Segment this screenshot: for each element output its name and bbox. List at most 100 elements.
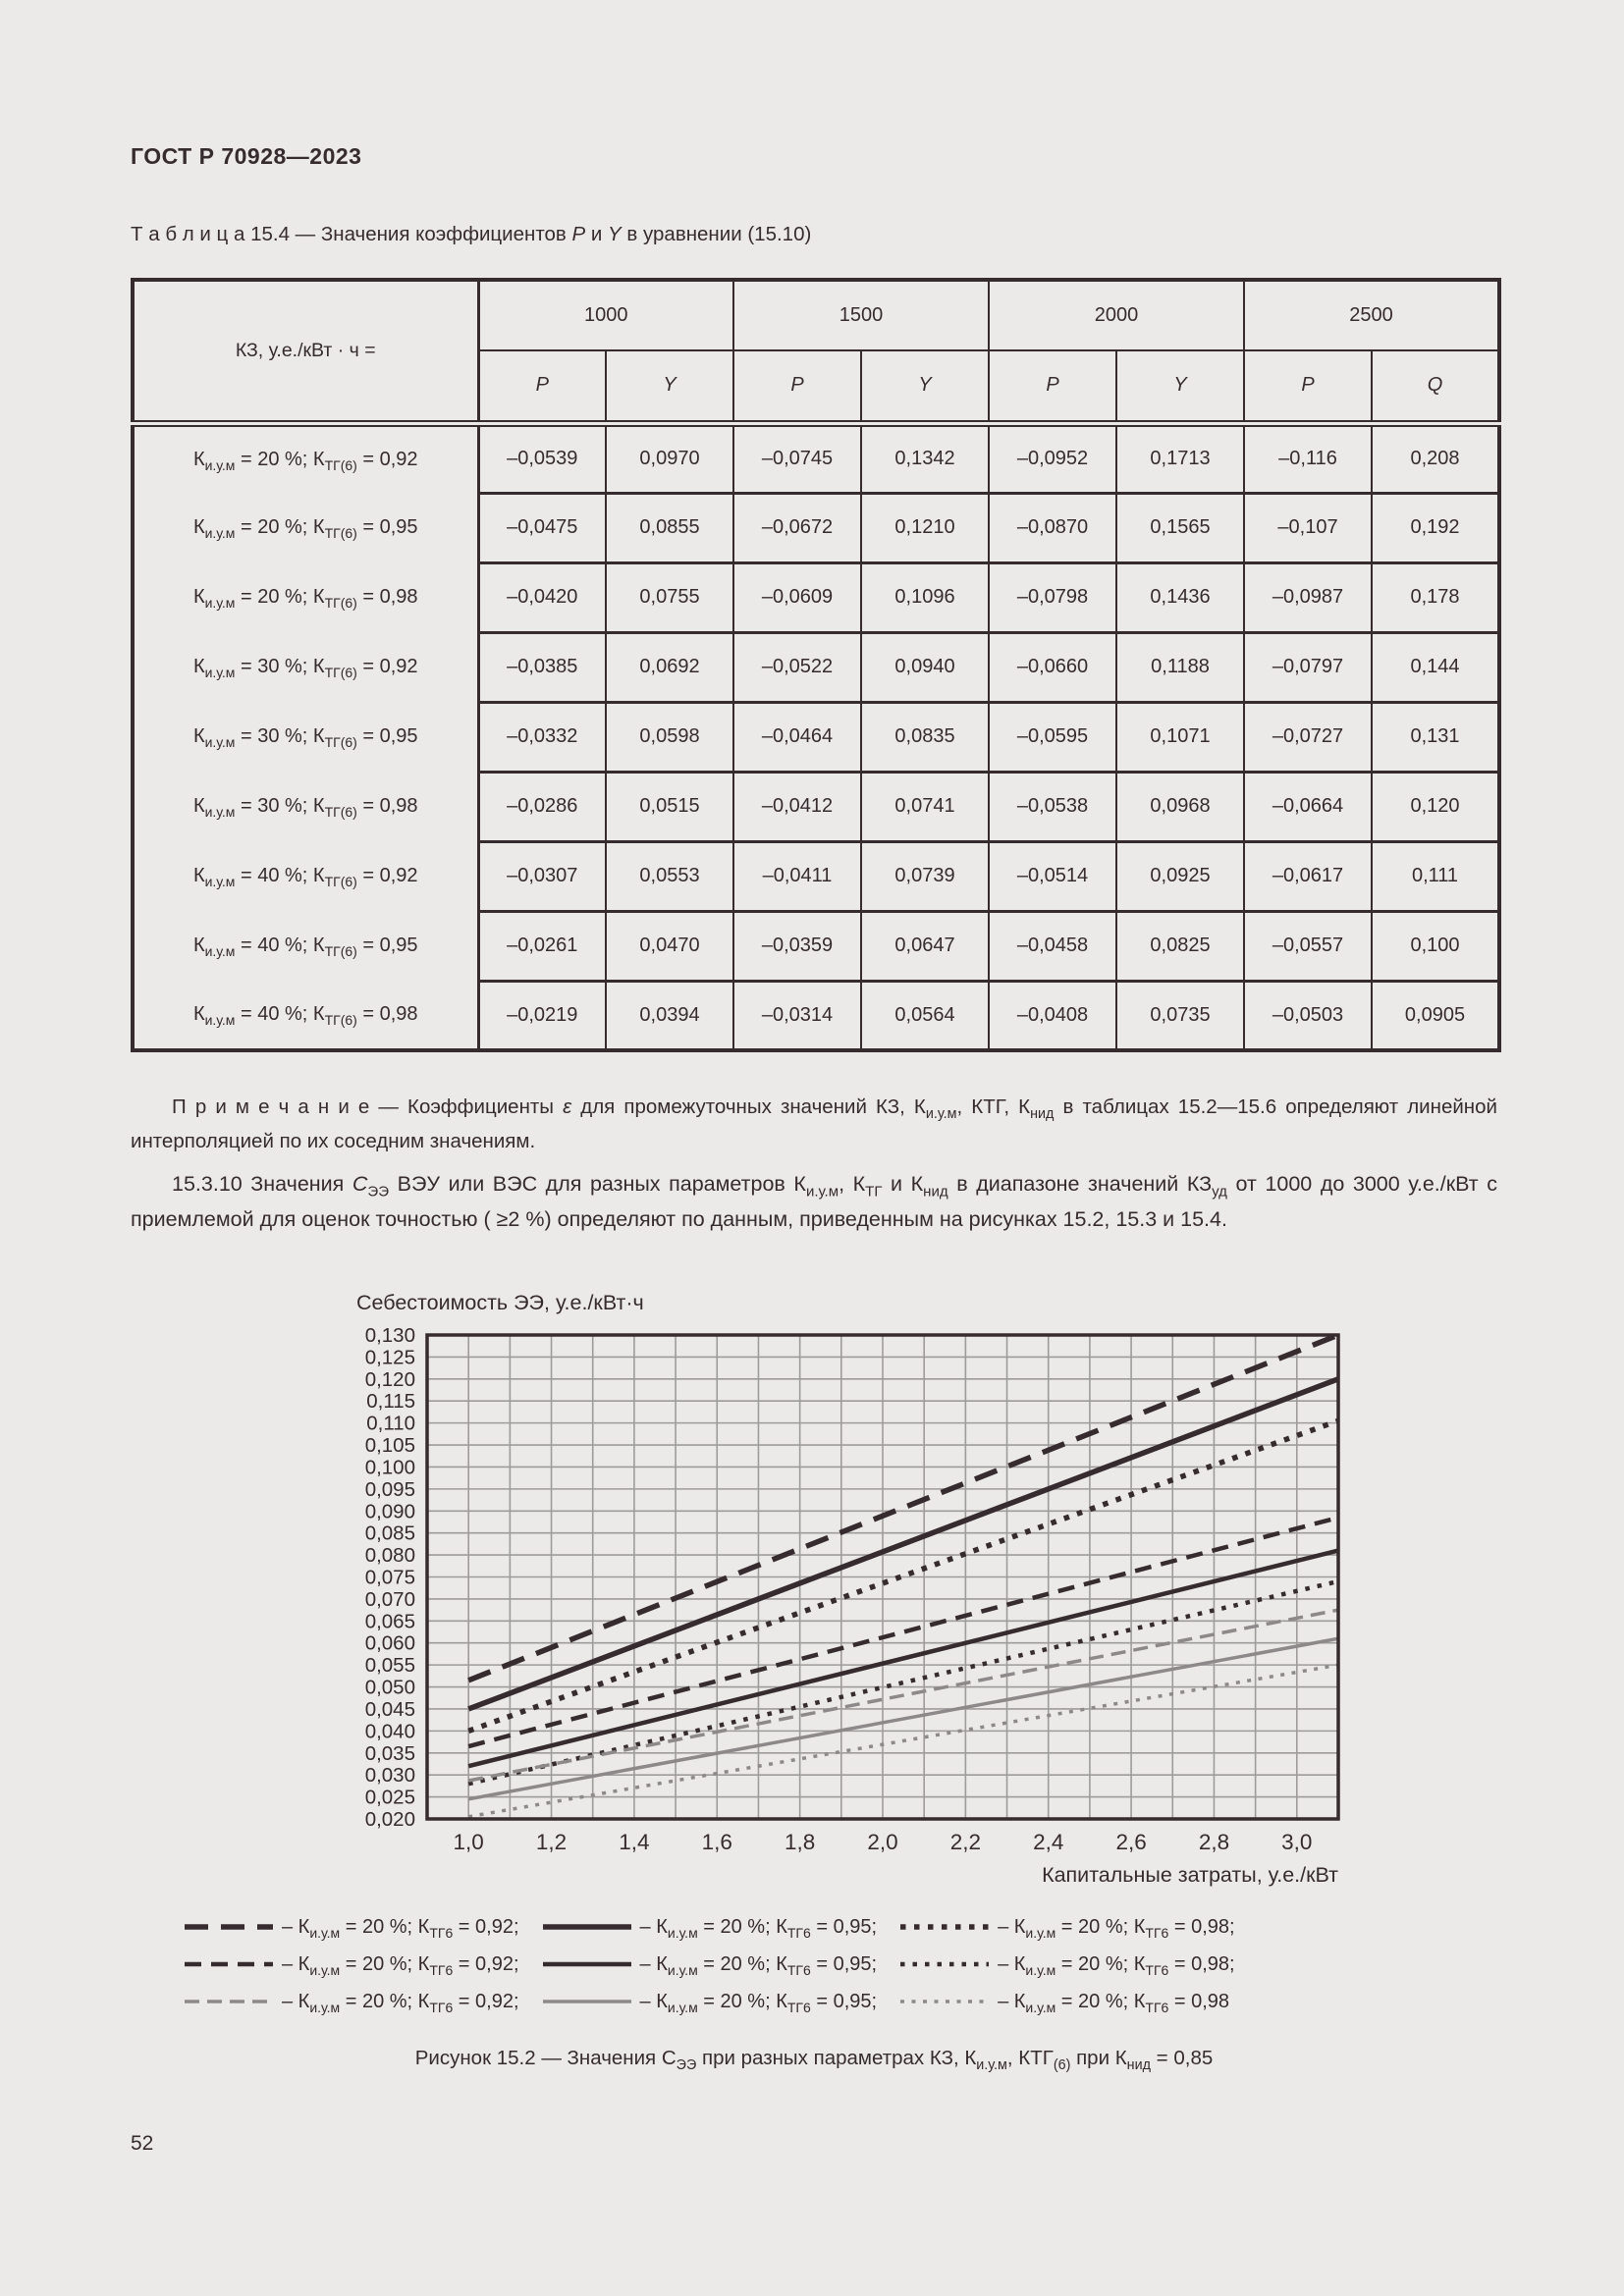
table-cell: –0,0411 [732, 839, 862, 913]
legend-item: – Ки.у.м = 20 %; КТГ6 = 0,95; [541, 1991, 877, 2014]
legend-label: – Ки.у.м = 20 %; КТГ6 = 0,92; [282, 1915, 519, 1941]
subheader-Q-7: Q [1371, 349, 1500, 427]
line-sample-dot [900, 1924, 990, 1930]
table-cell: 0,1188 [1115, 630, 1245, 704]
table-cell: –0,0798 [988, 561, 1117, 634]
svg-text:1,4: 1,4 [619, 1830, 649, 1854]
table-cell: 0,131 [1371, 700, 1500, 774]
y-axis-title: Себестоимость ЭЭ, у.е./кВт·ч [356, 1291, 644, 1314]
legend-label: – Ки.у.м = 20 %; КТГ6 = 0,98 [998, 1990, 1230, 2015]
table-cell: –0,0464 [732, 700, 862, 774]
y-tick-labels: 0,1300,1250,1200,1150,1100,1050,1000,095… [365, 1324, 415, 1831]
table-cell: 0,0470 [605, 909, 734, 983]
svg-text:0,075: 0,075 [365, 1567, 415, 1589]
svg-text:0,120: 0,120 [365, 1368, 415, 1391]
legend-label: – Ки.у.м = 20 %; КТГ6 = 0,92; [282, 1952, 519, 1978]
table-cell: –0,0503 [1243, 979, 1373, 1052]
table-cell: 0,111 [1371, 839, 1500, 913]
table-cell: –0,0870 [988, 491, 1117, 564]
table-cell: –0,0261 [477, 909, 607, 983]
table-row: Ки.у.м = 30 %; КТГ(6) = 0,92 –0,0385 0,069… [133, 630, 1500, 704]
line-sample-solid [542, 2000, 631, 2003]
paragraph-15-3-10: 15.3.10 Значения СЭЭ ВЭУ или ВЭС для раз… [131, 1172, 1497, 1231]
row-label: Ки.у.м = 40 %; КТГ(6) = 0,95 [133, 911, 480, 981]
coefficient-table: КЗ, у.е./кВт · ч = 1000 1500 2000 2500 P… [131, 278, 1501, 1052]
table-cell: 0,0970 [605, 421, 734, 495]
svg-text:1,0: 1,0 [454, 1830, 484, 1854]
series-line-1 [467, 1332, 1340, 1683]
svg-text:3,0: 3,0 [1281, 1830, 1312, 1854]
table-cell: –0,0420 [477, 561, 607, 634]
table-cell: 0,0741 [860, 770, 990, 843]
svg-text:2,8: 2,8 [1199, 1830, 1229, 1854]
table-title: Т а б л и ц а 15.4 — Значения коэффициен… [131, 223, 812, 245]
subheader-P-0: P [477, 349, 607, 427]
subheader-P-4: P [988, 349, 1117, 427]
line-sample-dash [185, 1924, 273, 1930]
svg-text:0,020: 0,020 [365, 1808, 415, 1831]
svg-text:0,025: 0,025 [365, 1787, 415, 1809]
legend-label: – Ки.у.м = 20 %; КТГ6 = 0,92; [282, 1990, 519, 2015]
col-group-1500: 1500 [732, 279, 990, 351]
svg-text:0,110: 0,110 [366, 1413, 415, 1435]
subheader-Y-1: Y [605, 349, 734, 427]
line-sample-dot [900, 1961, 990, 1967]
legend-row-2: – Ки.у.м = 20 %; КТГ6 = 0,92; – Ки.у.м = … [183, 1946, 1503, 1983]
row-label: Ки.у.м = 30 %; КТГ(6) = 0,95 [133, 702, 480, 772]
table-cell: –0,0952 [988, 421, 1117, 495]
svg-text:0,125: 0,125 [365, 1346, 415, 1368]
svg-text:2,2: 2,2 [950, 1830, 981, 1854]
series-line-8 [467, 1636, 1339, 1801]
table-cell: –0,0727 [1243, 700, 1373, 774]
table-cell: –0,0745 [732, 421, 862, 495]
table-cell: 0,178 [1371, 561, 1500, 634]
table-cell: 0,1096 [860, 561, 990, 634]
table-cell: –0,0408 [988, 979, 1117, 1052]
svg-text:1,8: 1,8 [785, 1830, 815, 1854]
plot-frame [425, 1333, 1340, 1821]
table-cell: –0,0660 [988, 630, 1117, 704]
legend-item: – Ки.у.м = 20 %; КТГ6 = 0,98 [898, 1990, 1230, 2015]
table-cell: –0,116 [1243, 421, 1373, 495]
col-group-2000: 2000 [988, 279, 1245, 351]
table-cell: –0,0557 [1243, 909, 1373, 983]
table-cell: 0,1713 [1115, 421, 1245, 495]
figure-caption: Рисунок 15.2 — Значения СЭЭ при разных п… [414, 2047, 1214, 2074]
svg-text:0,085: 0,085 [365, 1522, 415, 1545]
table-cell: 0,1565 [1115, 491, 1245, 564]
svg-text:0,035: 0,035 [365, 1742, 415, 1765]
table-cell: –0,0595 [988, 700, 1117, 774]
row-label: Ки.у.м = 40 %; КТГ(6) = 0,98 [133, 981, 480, 1050]
x-axis-title: Капитальные затраты, у.е./кВт [1042, 1863, 1338, 1887]
svg-text:2,0: 2,0 [867, 1830, 897, 1854]
col-group-1000: 1000 [477, 279, 734, 351]
table-cell: 0,1436 [1115, 561, 1245, 634]
line-sample-solid [542, 1961, 631, 1967]
table-cell: 0,0564 [860, 979, 990, 1052]
table-row: Ки.у.м = 30 %; КТГ(6) = 0,98 –0,0286 0,051… [133, 770, 1500, 843]
svg-text:0,055: 0,055 [365, 1654, 415, 1677]
series-line-9 [467, 1663, 1339, 1819]
legend-label: – Ки.у.м = 20 %; КТГ6 = 0,95; [639, 1915, 878, 1941]
table-cell: 0,0647 [860, 909, 990, 983]
svg-text:0,090: 0,090 [365, 1500, 415, 1522]
legend-label: – Ки.у.м = 20 %; КТГ6 = 0,98; [998, 1952, 1235, 1978]
table-cell: –0,0286 [477, 770, 607, 843]
col-group-2500: 2500 [1243, 279, 1500, 351]
series-line-2 [467, 1376, 1339, 1712]
subheader-Y-3: Y [860, 349, 990, 427]
table-cell: –0,0617 [1243, 839, 1373, 913]
line-sample-dot [900, 2000, 990, 2003]
table-cell: 0,144 [1371, 630, 1500, 704]
table-cell: 0,0968 [1115, 770, 1245, 843]
legend-row-3: – Ки.у.м = 20 %; КТГ6 = 0,92; – Ки.у.м = … [183, 1983, 1503, 2020]
svg-text:0,095: 0,095 [365, 1478, 415, 1501]
table-cell: 0,0735 [1115, 979, 1245, 1052]
legend-item: – Ки.у.м = 20 %; КТГ6 = 0,92; [183, 1952, 519, 1978]
row-label: Ки.у.м = 20 %; КТГ(6) = 0,98 [133, 562, 480, 632]
legend-item: – Ки.у.м = 20 %; КТГ6 = 0,95; [541, 1953, 877, 1977]
table-note: П р и м е ч а н и е — Коэффициенты ε для… [131, 1095, 1497, 1152]
chart-series [467, 1332, 1340, 1819]
row-label: Ки.у.м = 20 %; КТГ(6) = 0,92 [133, 423, 480, 493]
